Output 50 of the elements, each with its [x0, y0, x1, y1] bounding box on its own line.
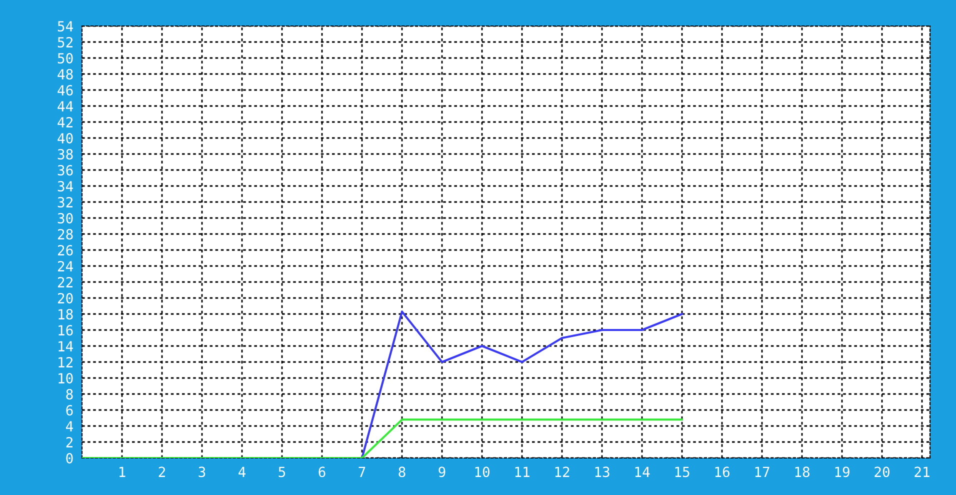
line-series: [360, 310, 684, 458]
y-tick-label: 0: [66, 453, 73, 464]
x-tick-label: 9: [438, 466, 446, 478]
x-tick-label: 12: [555, 466, 570, 477]
x-tick-label: 14: [635, 466, 650, 477]
y-tick-label: 20: [58, 293, 73, 304]
y-tick-label: 14: [58, 341, 74, 352]
y-tick-label: 38: [58, 149, 73, 160]
y-tick-label: 48: [58, 69, 73, 80]
y-tick-label: 54: [58, 21, 74, 32]
y-tick-label: 26: [58, 245, 73, 256]
y-tick-label: 22: [58, 277, 72, 288]
y-tick-label: 52: [58, 37, 72, 48]
y-tick-label: 32: [58, 197, 72, 208]
x-tick-label: 5: [278, 466, 286, 478]
y-tick-label: 24: [58, 261, 74, 272]
y-tick-label: 28: [58, 229, 73, 240]
x-tick-label: 3: [198, 466, 206, 478]
x-tick-label: 17: [755, 466, 770, 477]
x-tick-label: 11: [515, 466, 530, 477]
y-tick-label: 42: [58, 117, 72, 128]
y-tick-label: 18: [58, 309, 73, 320]
x-tick-label: 13: [595, 466, 610, 478]
x-tick-label: 4: [238, 466, 246, 477]
y-tick-label: 2: [66, 437, 72, 448]
y-tick-label: 16: [58, 325, 73, 336]
x-tick-label: 8: [398, 466, 406, 478]
y-tick-label: 10: [58, 373, 73, 384]
x-tick-label: 6: [318, 466, 326, 478]
y-tick-label: 46: [58, 85, 73, 96]
x-tick-label: 10: [475, 466, 490, 478]
y-tick-label: 4: [66, 421, 74, 432]
y-tick-label: 12: [58, 357, 72, 368]
x-tick-label: 2: [158, 466, 165, 477]
x-tick-label: 19: [835, 466, 850, 478]
y-tick-label: 6: [66, 405, 73, 416]
y-tick-label: 8: [66, 389, 73, 400]
y-tick-label: 30: [58, 213, 73, 224]
y-tick-label: 40: [58, 133, 73, 144]
y-tick-label: 50: [58, 53, 73, 64]
x-tick-label: 7: [358, 466, 366, 477]
x-tick-label: 21: [914, 466, 930, 477]
y-tick-label: 44: [58, 101, 74, 112]
x-tick-label: 1: [119, 466, 126, 477]
x-tick-label: 15: [675, 466, 690, 478]
x-tick-label: 18: [795, 466, 810, 478]
x-tick-label: 20: [874, 466, 890, 478]
x-tick-label: 16: [715, 466, 730, 478]
y-tick-label: 36: [58, 165, 73, 176]
y-tick-label: 34: [58, 181, 74, 192]
